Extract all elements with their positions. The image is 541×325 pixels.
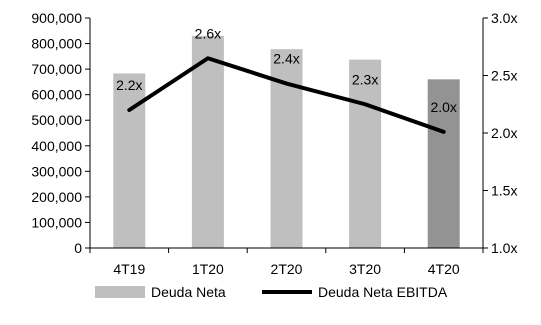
y-right-tick-label: 1.0x xyxy=(491,240,517,256)
x-tick-label: 2T20 xyxy=(271,261,303,277)
y-right-tick-label: 2.0x xyxy=(491,125,517,141)
legend: Deuda Neta Deuda Neta EBITDA xyxy=(95,284,448,300)
y-left-tick-label: 0 xyxy=(74,240,82,256)
data-label-4t20: 2.0x xyxy=(430,99,456,115)
y-left-tick-label: 500,000 xyxy=(31,112,82,128)
bar-3t20 xyxy=(349,59,382,249)
x-tick-label: 4T20 xyxy=(428,261,460,277)
data-label-4t19: 2.2x xyxy=(116,77,142,93)
data-label-2t20: 2.4x xyxy=(273,51,299,67)
y-left-tick-label: 100,000 xyxy=(31,214,82,230)
y-right-tick-label: 1.5x xyxy=(491,183,517,199)
bar-1t20 xyxy=(191,35,224,249)
y-left-tick-label: 700,000 xyxy=(31,61,82,77)
y-left-tick-label: 300,000 xyxy=(31,163,82,179)
data-label-3t20: 2.3x xyxy=(352,71,378,87)
line-deuda-neta-ebitda xyxy=(127,56,446,134)
legend-swatch-deuda-neta xyxy=(95,286,145,298)
y-left-tick-label: 800,000 xyxy=(31,36,82,52)
y-left-tick-label: 600,000 xyxy=(31,87,82,103)
plot-area: 0 100,000 200,000 300,000 400,000 500,000 600,… xyxy=(31,10,517,277)
data-label-1t20: 2.6x xyxy=(195,25,221,41)
x-tick-label: 3T20 xyxy=(349,261,381,277)
x-tick-label: 1T20 xyxy=(192,261,224,277)
legend-label-deuda-neta-ebitda: Deuda Neta EBITDA xyxy=(318,284,448,300)
y-left-tick-label: 200,000 xyxy=(31,189,82,205)
legend-label-deuda-neta: Deuda Neta xyxy=(151,284,226,300)
y-right-tick-label: 3.0x xyxy=(491,10,517,26)
y-right-tick-label: 2.5x xyxy=(491,68,517,84)
bar-4t20 xyxy=(427,79,460,248)
bar-4t19 xyxy=(113,73,146,248)
x-tick-label: 4T19 xyxy=(113,261,145,277)
y-left-tick-label: 900,000 xyxy=(31,10,82,26)
y-left-tick-label: 400,000 xyxy=(31,138,82,154)
